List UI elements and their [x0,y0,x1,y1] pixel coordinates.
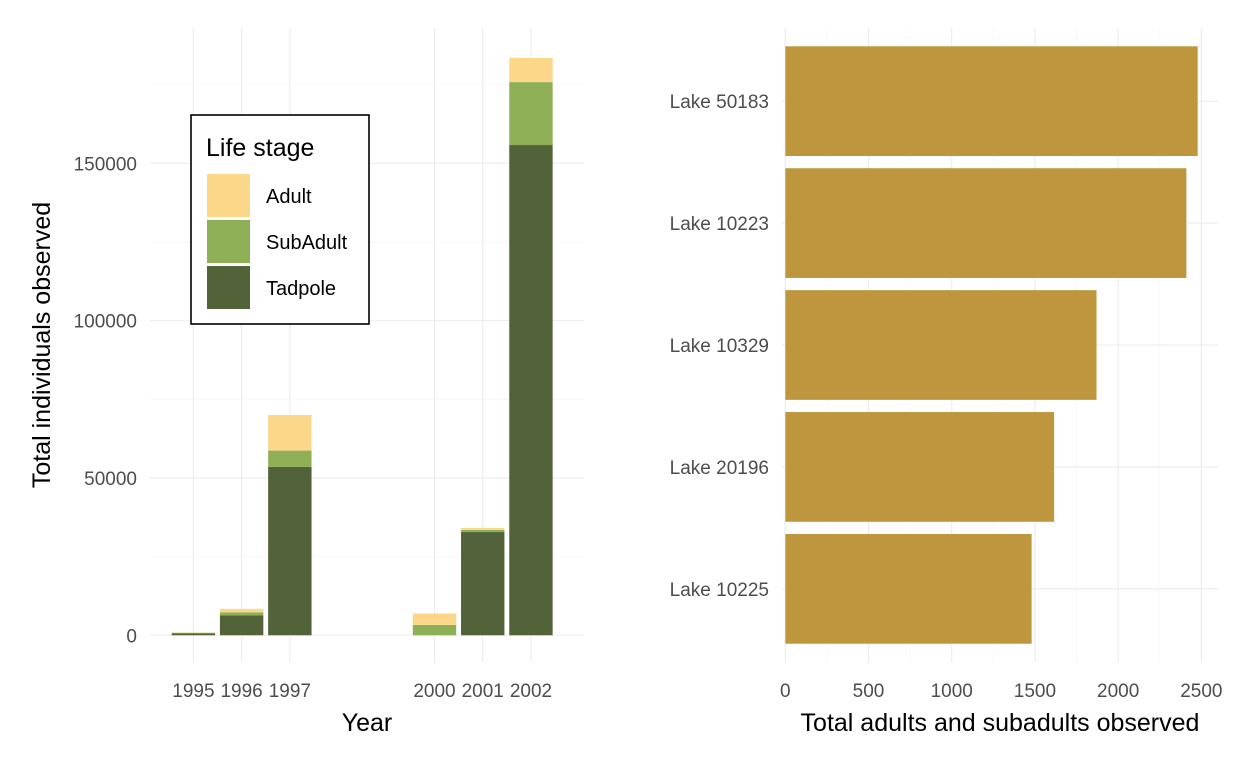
y-axis-title: Total individuals observed [28,202,56,488]
legend-label-tadpole: Tadpole [266,278,336,300]
bar-subadult-1997 [268,450,312,467]
x-tick-label: 1996 [220,681,262,702]
bar-subadult-1996 [219,612,264,616]
legend-title: Life stage [206,134,314,162]
y-tick-label: 50000 [84,469,137,490]
bar-lake-10225 [785,533,1032,644]
x-tick-label: 1000 [931,681,973,702]
x-tick-label: 1997 [269,681,311,702]
x-tick-label: 1500 [1014,681,1056,702]
legend: Life stage Adult SubAdult Tadpole [190,114,370,325]
bar-tadpole-1997 [268,466,312,636]
bar-subadult-2000 [412,624,457,636]
bar-lake-20196 [785,412,1055,522]
bar-lake-10223 [785,168,1187,278]
y-tick-label: Lake 10225 [670,580,769,601]
x-tick-label: 500 [853,681,885,702]
legend-swatch-subadult [207,220,250,263]
bars [171,57,553,636]
legend-label-adult: Adult [266,186,312,208]
bar-tadpole-2001 [461,532,505,636]
life-stage-chart: 0 50000 100000 150000 1995 1996 1997 2000 2001 20… [28,28,584,737]
x-tick-label: 1995 [172,681,214,702]
x-tick-label: 2500 [1180,681,1222,702]
bar-subadult-2002 [509,82,553,146]
legend-swatch-tadpole [207,266,250,309]
bar-subadult-1995 [171,632,216,634]
legend-swatch-adult [207,174,250,217]
x-axis-title: Year [342,709,393,737]
y-tick-label: 0 [126,626,137,647]
legend-label-subadult: SubAdult [266,232,348,254]
y-tick-label: Lake 20196 [670,458,769,479]
x-tick-label: 2000 [1097,681,1139,702]
x-tick-label: 0 [780,681,791,702]
y-tick-label: Lake 50183 [670,92,769,113]
bar-adult-1997 [268,415,312,451]
x-axis-title: Total adults and subadults observed [801,709,1200,737]
bar-adult-2001 [461,527,505,530]
bar-adult-2000 [412,613,457,625]
y-tick-label: Lake 10329 [670,336,769,357]
bar-adult-2002 [509,57,553,83]
y-tick-label: 150000 [74,154,137,175]
x-tick-label: 2000 [413,681,455,702]
bar-tadpole-2002 [509,145,553,636]
x-tick-label: 2001 [462,681,504,702]
bar-tadpole-1995 [171,633,216,636]
bar-adult-1996 [219,608,264,613]
bar-subadult-2001 [461,529,505,533]
x-tick-label: 2002 [510,681,552,702]
y-tick-label: 100000 [74,312,137,333]
bar-lake-50183 [785,46,1198,157]
y-tick-label: Lake 10223 [670,214,769,235]
bars [785,46,1198,644]
bar-lake-10329 [785,290,1097,400]
bar-tadpole-1996 [219,615,264,636]
